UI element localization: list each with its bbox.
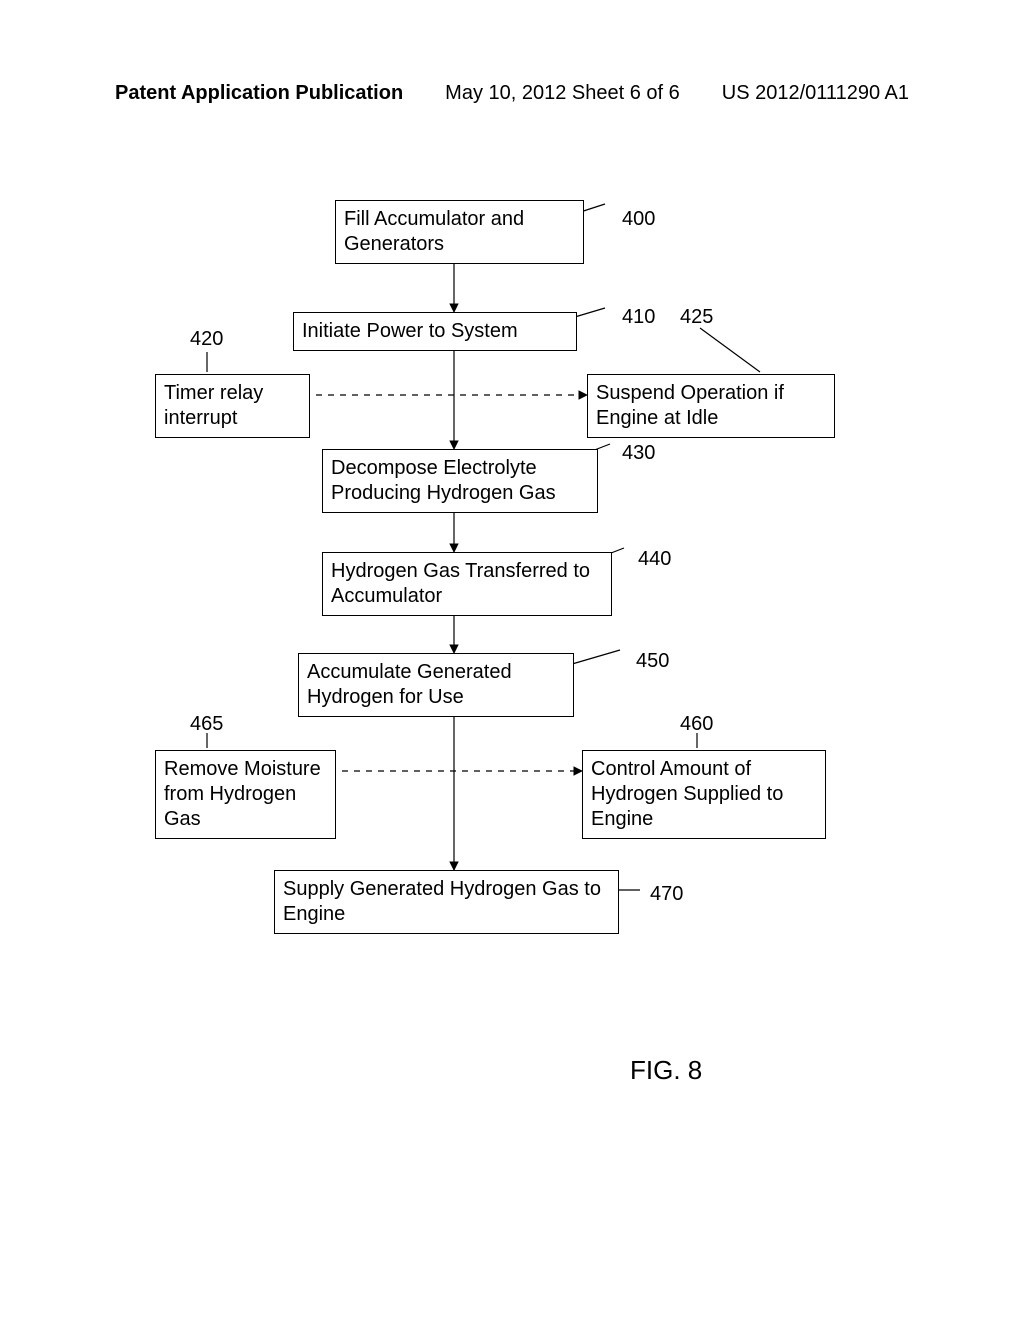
flow-node-450: Accumulate Generated Hydrogen for Use bbox=[298, 653, 574, 717]
flow-node-400: Fill Accumulator and Generators bbox=[335, 200, 584, 264]
flow-node-420: Timer relay interrupt bbox=[155, 374, 310, 438]
header-left: Patent Application Publication bbox=[115, 82, 403, 105]
header-center: May 10, 2012 Sheet 6 of 6 bbox=[445, 82, 680, 105]
header-right: US 2012/0111290 A1 bbox=[722, 82, 909, 105]
page-header: Patent Application Publication May 10, 2… bbox=[115, 82, 909, 105]
ref-label-410: 410 bbox=[622, 306, 655, 329]
ref-label-465: 465 bbox=[190, 713, 223, 736]
flow-node-465: Remove Moisture from Hydrogen Gas bbox=[155, 750, 336, 839]
ref-label-460: 460 bbox=[680, 713, 713, 736]
ref-label-430: 430 bbox=[622, 442, 655, 465]
flow-node-460: Control Amount of Hydrogen Supplied to E… bbox=[582, 750, 826, 839]
flow-node-425: Suspend Operation if Engine at Idle bbox=[587, 374, 835, 438]
ref-label-440: 440 bbox=[638, 548, 671, 571]
figure-label: FIG. 8 bbox=[630, 1055, 702, 1086]
ref-label-450: 450 bbox=[636, 650, 669, 673]
ref-label-425: 425 bbox=[680, 306, 713, 329]
flow-node-440: Hydrogen Gas Transferred to Accumulator bbox=[322, 552, 612, 616]
ref-label-420: 420 bbox=[190, 328, 223, 351]
ref-label-470: 470 bbox=[650, 883, 683, 906]
ref-label-400: 400 bbox=[622, 208, 655, 231]
flow-node-470: Supply Generated Hydrogen Gas to Engine bbox=[274, 870, 619, 934]
flow-node-410: Initiate Power to System bbox=[293, 312, 577, 351]
flow-node-430: Decompose Electrolyte Producing Hydrogen… bbox=[322, 449, 598, 513]
